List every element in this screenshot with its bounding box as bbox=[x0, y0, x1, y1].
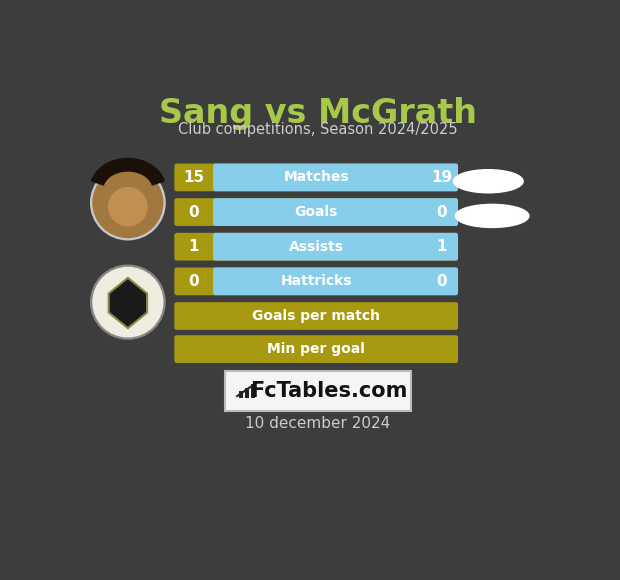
Text: Matches: Matches bbox=[283, 171, 349, 184]
Text: Min per goal: Min per goal bbox=[267, 342, 365, 356]
FancyBboxPatch shape bbox=[213, 198, 458, 226]
Bar bbox=[239, 392, 242, 398]
Text: 1: 1 bbox=[436, 239, 447, 254]
Circle shape bbox=[93, 267, 162, 337]
Text: 19: 19 bbox=[431, 170, 453, 185]
Text: Goals per match: Goals per match bbox=[252, 309, 380, 323]
Ellipse shape bbox=[455, 204, 529, 227]
Text: Goals: Goals bbox=[294, 205, 338, 219]
Text: 15: 15 bbox=[183, 170, 205, 185]
FancyBboxPatch shape bbox=[174, 302, 458, 330]
Circle shape bbox=[93, 168, 162, 237]
Text: 10 december 2024: 10 december 2024 bbox=[245, 416, 391, 432]
Text: Club competitions, Season 2024/2025: Club competitions, Season 2024/2025 bbox=[178, 122, 458, 137]
Ellipse shape bbox=[453, 170, 523, 193]
Circle shape bbox=[91, 265, 165, 339]
Text: Hattricks: Hattricks bbox=[280, 274, 352, 288]
Text: 0: 0 bbox=[188, 205, 199, 220]
Text: 0: 0 bbox=[436, 205, 447, 220]
Text: 1: 1 bbox=[188, 239, 199, 254]
FancyBboxPatch shape bbox=[174, 267, 458, 295]
FancyBboxPatch shape bbox=[224, 371, 410, 411]
Bar bbox=[251, 384, 255, 398]
FancyBboxPatch shape bbox=[174, 233, 458, 260]
FancyBboxPatch shape bbox=[213, 164, 458, 191]
Polygon shape bbox=[108, 278, 147, 328]
Text: 0: 0 bbox=[188, 274, 199, 289]
Text: Sang vs McGrath: Sang vs McGrath bbox=[159, 96, 477, 129]
FancyBboxPatch shape bbox=[213, 233, 458, 260]
Text: Assists: Assists bbox=[289, 240, 343, 253]
Circle shape bbox=[108, 187, 147, 226]
FancyBboxPatch shape bbox=[174, 335, 458, 363]
FancyBboxPatch shape bbox=[174, 164, 458, 191]
Bar bbox=[245, 387, 249, 398]
Text: FcTables.com: FcTables.com bbox=[250, 382, 407, 401]
FancyBboxPatch shape bbox=[213, 267, 458, 295]
Circle shape bbox=[91, 166, 165, 240]
FancyBboxPatch shape bbox=[174, 198, 458, 226]
Text: 0: 0 bbox=[436, 274, 447, 289]
